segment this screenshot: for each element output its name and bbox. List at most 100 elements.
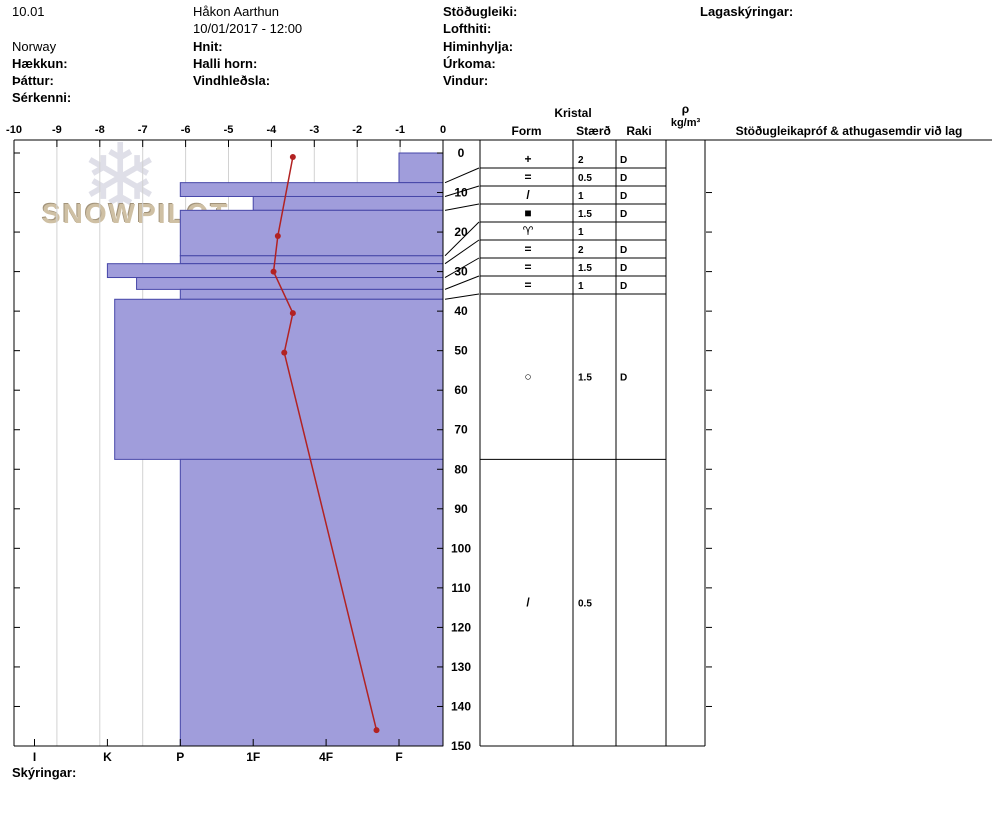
density-unit-header: kg/m³ (670, 117, 701, 129)
layer-connector (444, 257, 480, 278)
windload-label: Vindhleðsla: (193, 73, 271, 88)
density-symbol-header: ρ (681, 102, 690, 116)
temperature-point (289, 153, 296, 160)
temp-tick-label: -9 (52, 124, 62, 136)
crystal-form-cell: / (526, 596, 530, 610)
temperature-point (281, 349, 288, 356)
depth-tick-label: 0 (458, 146, 465, 160)
snow-layer-bar (114, 298, 444, 460)
layer-connector (444, 167, 480, 184)
layer-connector (444, 221, 480, 257)
country: Norway (12, 39, 57, 54)
snow-layer-bar (179, 182, 444, 197)
crystal-moisture-cell: D (620, 373, 627, 384)
temperature-point (270, 268, 277, 275)
temperature-point (289, 310, 296, 317)
crystal-size-cell: 1.5 (578, 373, 592, 384)
hardness-tick-label: 4F (319, 750, 333, 764)
depth-tick-label: 90 (454, 502, 468, 516)
layer-connector (444, 275, 480, 290)
depth-tick-label: 110 (451, 581, 471, 595)
crystal-size-header: Stærð (576, 124, 611, 138)
snow-layer-bar (179, 288, 444, 300)
observation-datetime: 10/01/2017 - 12:00 (193, 21, 303, 36)
temp-tick-label: -10 (6, 124, 22, 136)
layer-notes-label: Lagaskýringar: (700, 4, 794, 19)
sky-label: Himinhylja: (443, 39, 514, 54)
slope-label: Halli horn: (193, 56, 258, 71)
temp-tick-label: -1 (395, 124, 405, 136)
hardness-tick-label: 1F (246, 750, 260, 764)
depth-tick-label: 130 (451, 660, 471, 674)
crystal-moisture-cell: D (620, 209, 627, 220)
crystal-form-cell: + (524, 152, 531, 166)
crystal-moisture-cell: D (620, 173, 627, 184)
temp-tick-label: -5 (224, 124, 234, 136)
snow-layer-bar (136, 277, 444, 290)
depth-tick-label: 150 (451, 739, 471, 753)
hardness-tick-label: F (395, 750, 402, 764)
snow-layer-bar (179, 209, 444, 257)
temp-tick-label: -2 (352, 124, 362, 136)
layer-connector (444, 239, 480, 265)
crystal-moisture-header: Raki (626, 124, 652, 138)
depth-tick-label: 70 (454, 423, 468, 437)
temp-tick-label: 0 (440, 124, 446, 136)
pit-code: 10.01 (12, 4, 45, 19)
crystal-form-header: Form (511, 124, 542, 138)
observer-name: Håkon Aarthun (193, 4, 280, 19)
crystal-moisture-cell: D (620, 191, 627, 202)
depth-tick-label: 140 (451, 699, 471, 713)
crystal-form-cell: = (524, 278, 531, 292)
crystal-size-cell: 2 (578, 155, 584, 166)
snow-layer-bar (398, 152, 444, 184)
hardness-tick-label: I (33, 750, 36, 764)
temp-tick-label: -4 (267, 124, 278, 136)
crystal-form-cell: ■ (524, 206, 531, 220)
crystal-size-cell: 1.5 (578, 263, 592, 274)
snow-layer-bar (252, 195, 444, 211)
crystal-size-cell: 1 (578, 191, 584, 202)
crystal-moisture-cell: D (620, 263, 627, 274)
crystal-moisture-cell: D (620, 245, 627, 256)
temperature-point (274, 233, 281, 240)
crystal-form-cell: = (524, 170, 531, 184)
temperature-point (373, 727, 380, 734)
depth-tick-label: 80 (454, 462, 468, 476)
crystal-size-cell: 2 (578, 245, 584, 256)
crystal-size-cell: 1.5 (578, 209, 592, 220)
depth-tick-label: 100 (451, 541, 471, 555)
airtemp-label: Lofthiti: (443, 21, 492, 36)
elevation-label: Hækkun: (12, 56, 68, 71)
temp-tick-label: -8 (95, 124, 105, 136)
hardness-tick-label: P (176, 750, 184, 764)
crystal-moisture-cell: D (620, 281, 627, 292)
temp-tick-label: -7 (138, 124, 148, 136)
crystal-form-cell: ♈ (523, 224, 534, 238)
depth-tick-label: 60 (454, 383, 468, 397)
depth-tick-label: 50 (454, 344, 468, 358)
precip-label: Úrkoma: (443, 56, 496, 71)
snow-layer-bar (179, 458, 444, 747)
hardness-tick-label: K (103, 750, 112, 764)
depth-tick-label: 10 (454, 186, 468, 200)
depth-tick-label: 40 (454, 304, 468, 318)
snow-layer-bar (179, 255, 444, 265)
crystal-size-cell: 1 (578, 227, 584, 238)
wind-label: Vindur: (443, 73, 489, 88)
crystal-size-cell: 1 (578, 281, 584, 292)
crystal-form-cell: = (524, 260, 531, 274)
aspect-label: Þáttur: (12, 73, 54, 88)
crystal-form-cell: / (526, 188, 530, 202)
temp-tick-label: -3 (309, 124, 319, 136)
crystal-form-cell: = (524, 242, 531, 256)
crystal-form-cell: ○ (524, 370, 531, 384)
layer-connector (444, 293, 480, 300)
depth-tick-label: 20 (454, 225, 468, 239)
coords-label: Hnit: (193, 39, 223, 54)
depth-tick-label: 30 (454, 265, 468, 279)
crystal-size-cell: 0.5 (578, 173, 592, 184)
feature-label: Sérkenni: (12, 90, 72, 105)
